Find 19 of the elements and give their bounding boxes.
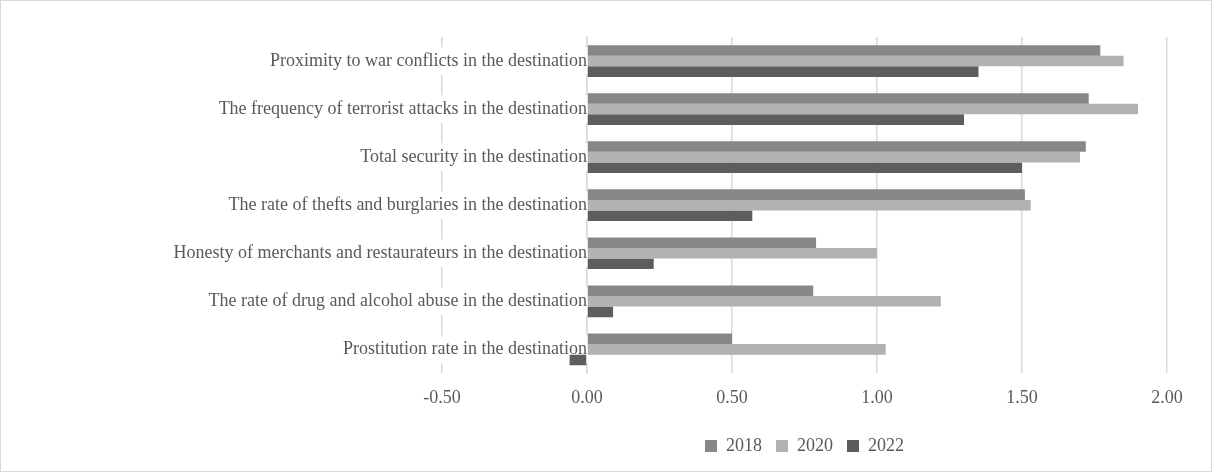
bar <box>569 354 587 366</box>
y-tick-label: The frequency of terrorist attacks in the destination <box>218 97 587 118</box>
x-tick-label: 0.50 <box>716 386 748 407</box>
x-tick-label: 2.00 <box>1151 386 1183 407</box>
bar <box>587 258 654 270</box>
y-tick-label: Honesty of merchants and restaurateurs in the destination <box>173 241 587 262</box>
x-tick-label: 1.50 <box>1006 386 1038 407</box>
y-tick-label: The rate of drug and alcohol abuse in the destination <box>208 290 587 311</box>
y-tick-label: Proximity to war conflicts in the destination <box>270 49 587 70</box>
x-tick-label: 1.00 <box>861 386 893 407</box>
legend-label: 2022 <box>868 434 904 455</box>
x-tick-label: 0.00 <box>571 386 603 407</box>
x-tick-label: -0.50 <box>423 386 461 407</box>
y-tick-label: Total security in the destination <box>360 145 587 166</box>
y-tick-label: The rate of thefts and burglaries in the destination <box>228 193 587 214</box>
legend-label: 2018 <box>726 434 762 455</box>
y-tick-label: Prostitution rate in the destination <box>343 338 587 359</box>
legend-label: 2020 <box>797 434 833 455</box>
bar <box>587 306 614 318</box>
